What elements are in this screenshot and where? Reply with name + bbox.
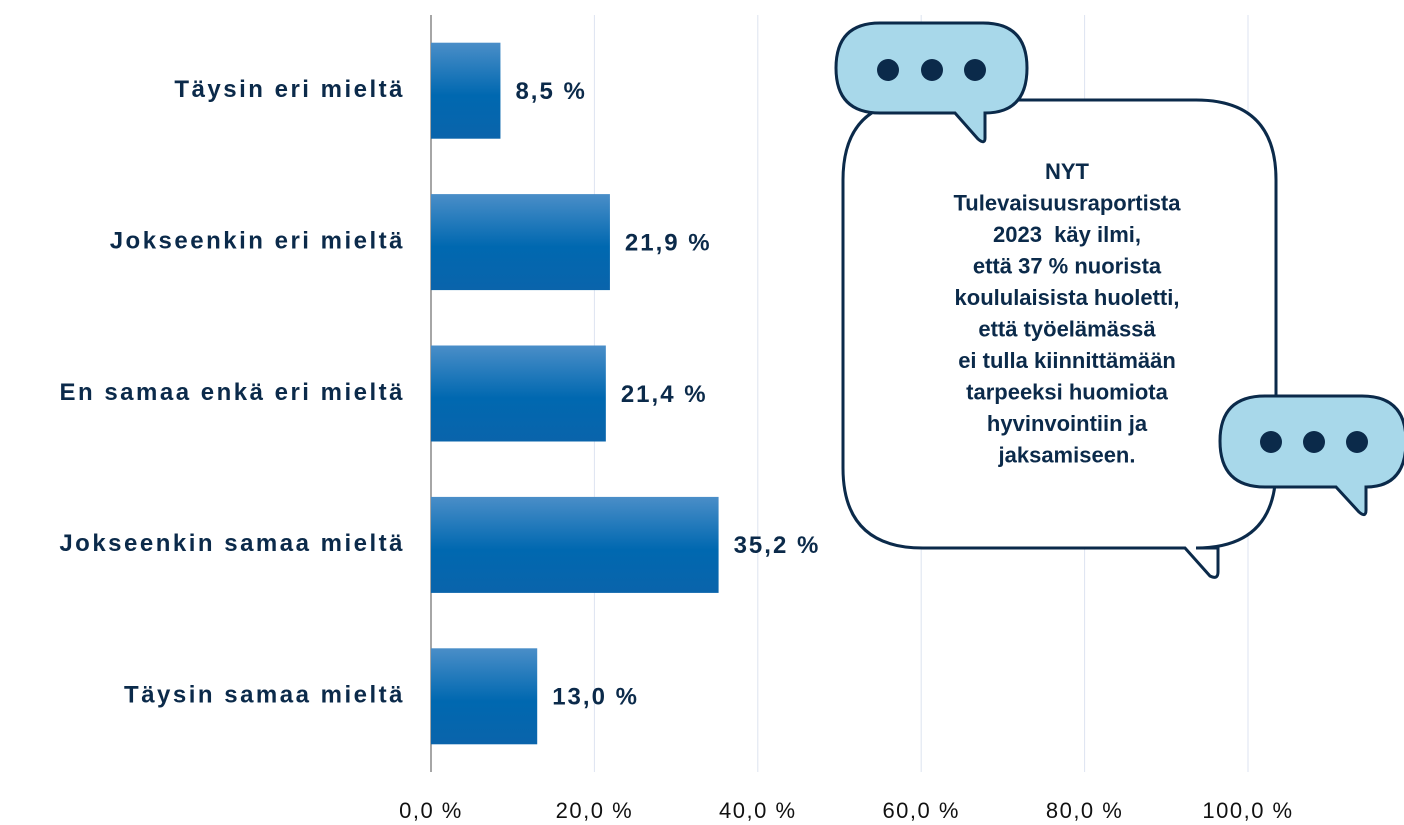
category-label: Täysin samaa mieltä xyxy=(124,682,405,709)
bar xyxy=(431,648,538,745)
dot xyxy=(1303,431,1325,453)
speech-bubbles xyxy=(834,21,1404,579)
category-label: Täysin eri mieltä xyxy=(174,76,405,103)
x-tick-label: 100,0 % xyxy=(1202,798,1293,823)
annotation-line: että työelämässä xyxy=(978,316,1156,341)
bar xyxy=(431,194,610,291)
annotation-line: 2023 käy ilmi, xyxy=(993,222,1141,247)
value-label: 21,9 % xyxy=(625,229,712,256)
category-label: Jokseenkin eri mieltä xyxy=(110,227,405,254)
bar xyxy=(431,496,719,593)
x-tick-label: 0,0 % xyxy=(399,798,463,823)
value-label: 21,4 % xyxy=(621,381,708,408)
value-label: 13,0 % xyxy=(552,684,639,711)
bar xyxy=(431,345,606,442)
x-tick-label: 60,0 % xyxy=(882,798,960,823)
annotation-line: hyvinvointiin ja xyxy=(987,411,1148,436)
category-label: En samaa enkä eri mieltä xyxy=(60,379,406,406)
annotation-line: NYT xyxy=(1045,159,1090,184)
annotation-line: tarpeeksi huomiota xyxy=(966,379,1168,404)
annotation-line: Tulevaisuusraportista xyxy=(954,190,1182,215)
x-tick-label: 80,0 % xyxy=(1046,798,1124,823)
x-tick-label: 40,0 % xyxy=(719,798,797,823)
bubble-top xyxy=(834,21,1029,144)
bar xyxy=(431,42,501,139)
annotation-line: ei tulla kiinnittämään xyxy=(958,348,1176,373)
annotation-line: että 37 % nuorista xyxy=(973,253,1162,278)
dot xyxy=(921,59,943,81)
bars xyxy=(431,42,719,745)
x-tick-label: 20,0 % xyxy=(556,798,634,823)
annotation: NYT Tulevaisuusraportista 2023 käy ilmi, et… xyxy=(954,159,1182,468)
annotation-line: koululaisista huoletti, xyxy=(955,285,1180,310)
dot xyxy=(1346,431,1368,453)
bubble-right xyxy=(1218,394,1404,517)
value-label: 8,5 % xyxy=(515,78,586,105)
dot xyxy=(877,59,899,81)
annotation-line: jaksamiseen. xyxy=(998,442,1136,467)
category-label: Jokseenkin samaa mieltä xyxy=(59,530,405,557)
value-label: 35,2 % xyxy=(734,532,821,559)
dot xyxy=(964,59,986,81)
dot xyxy=(1260,431,1282,453)
bubble-main xyxy=(841,98,1278,579)
